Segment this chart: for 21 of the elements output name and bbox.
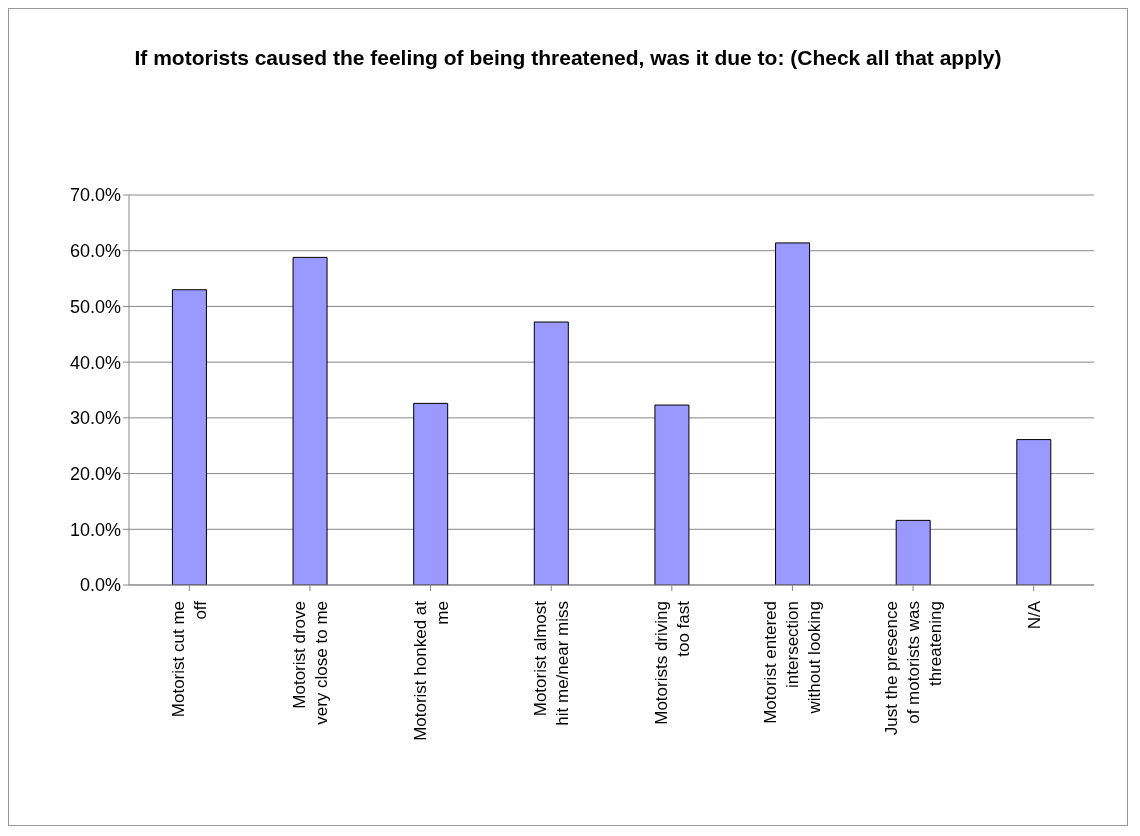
bar (895, 519, 931, 585)
y-tick-label: 70.0% (69, 185, 121, 206)
bar (533, 321, 569, 585)
y-tick-label: 10.0% (69, 519, 121, 540)
x-tick-label: Motorist honked at me (410, 600, 452, 741)
bar (413, 402, 449, 585)
y-tick-label: 40.0% (69, 352, 121, 373)
bar (1016, 439, 1052, 585)
y-tick-label: 60.0% (69, 241, 121, 262)
bar (654, 404, 690, 585)
y-tick-label: 50.0% (69, 296, 121, 317)
y-tick-label: 0.0% (79, 575, 121, 596)
y-tick-label: 30.0% (69, 408, 121, 429)
x-tick-label: N/A (1024, 600, 1044, 630)
bar (171, 289, 207, 585)
x-tick-label: Motorists driving too fast (651, 600, 693, 725)
chart-title: If motorists caused the feeling of being threatened, was it due to: (Check all that apply) (133, 45, 1003, 71)
bar (292, 256, 328, 585)
y-tick-label: 20.0% (69, 463, 121, 484)
x-tick-label: Motorist cut me off (169, 600, 211, 718)
bar (775, 242, 811, 585)
